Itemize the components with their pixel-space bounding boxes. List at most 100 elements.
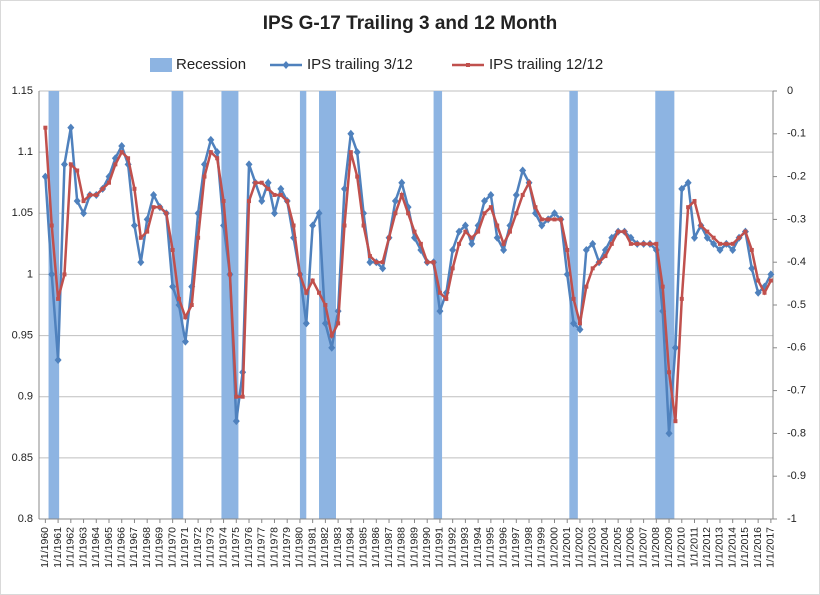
x-tick-label: 1/1/1962 xyxy=(65,527,77,568)
point xyxy=(81,199,86,204)
y2-tick-label: -0.8 xyxy=(787,427,806,439)
point xyxy=(603,254,608,259)
y2-tick-label: -1 xyxy=(787,513,797,525)
point xyxy=(213,148,221,157)
x-tick-label: 1/1/1976 xyxy=(243,527,255,568)
point xyxy=(266,186,271,191)
legend-label: IPS trailing 3/12 xyxy=(307,56,413,73)
point xyxy=(500,245,508,254)
point xyxy=(113,162,118,167)
point xyxy=(558,217,563,222)
point xyxy=(336,321,341,326)
point xyxy=(80,209,88,218)
point xyxy=(379,264,387,273)
point xyxy=(565,247,570,252)
x-tick-label: 1/1/1972 xyxy=(192,527,204,568)
point xyxy=(227,272,232,277)
point xyxy=(126,156,131,161)
point xyxy=(285,199,290,204)
x-tick-label: 1/1/1982 xyxy=(319,527,331,568)
point xyxy=(539,217,544,222)
point xyxy=(754,288,762,297)
point xyxy=(73,197,81,206)
x-tick-label: 1/1/2016 xyxy=(752,527,764,568)
point xyxy=(164,211,169,216)
point xyxy=(348,150,353,155)
point xyxy=(705,229,710,234)
x-tick-label: 1/1/2015 xyxy=(739,527,751,568)
point xyxy=(717,241,722,246)
chart-title: IPS G-17 Trailing 3 and 12 Month xyxy=(263,13,558,34)
point xyxy=(353,148,361,157)
point xyxy=(145,229,150,234)
x-tick-label: 1/1/2005 xyxy=(612,527,624,568)
point xyxy=(767,270,775,279)
point xyxy=(387,235,392,240)
point xyxy=(616,229,621,234)
point xyxy=(366,258,374,267)
point xyxy=(480,197,488,206)
x-tick-label: 1/1/1973 xyxy=(205,527,217,568)
point xyxy=(355,174,360,179)
point xyxy=(321,319,329,328)
x-tick-label: 1/1/1991 xyxy=(434,527,446,568)
point xyxy=(323,303,328,307)
point xyxy=(130,221,138,230)
point xyxy=(302,319,310,328)
point xyxy=(711,235,716,240)
point xyxy=(737,235,742,240)
point xyxy=(94,192,99,197)
point xyxy=(342,223,347,228)
point xyxy=(437,290,442,295)
x-tick-label: 1/1/1999 xyxy=(536,527,548,568)
point xyxy=(654,241,659,246)
point xyxy=(576,325,584,334)
x-tick-label: 1/1/1996 xyxy=(497,527,509,568)
point xyxy=(340,184,348,193)
point xyxy=(597,260,602,265)
point xyxy=(589,239,597,248)
point xyxy=(501,241,506,246)
point xyxy=(253,180,258,185)
point xyxy=(450,266,455,271)
x-tick-label: 1/1/1977 xyxy=(256,527,268,568)
point xyxy=(570,319,578,328)
point xyxy=(119,150,124,155)
point xyxy=(671,343,679,352)
point xyxy=(609,241,614,246)
point xyxy=(641,241,646,246)
y2-tick-label: 0 xyxy=(787,85,793,97)
y-tick-label: 1.1 xyxy=(18,146,33,158)
x-tick-label: 1/1/1965 xyxy=(103,527,115,568)
x-tick-label: 1/1/2003 xyxy=(586,527,598,568)
y2-tick-label: -0.4 xyxy=(787,256,806,268)
point xyxy=(679,296,684,301)
x-tick-label: 1/1/1970 xyxy=(166,527,178,568)
point xyxy=(215,156,220,161)
point xyxy=(716,245,724,254)
point xyxy=(457,241,462,246)
point xyxy=(577,321,582,326)
point xyxy=(678,184,686,193)
y-tick-label: 0.95 xyxy=(12,329,33,341)
legend-label: IPS trailing 12/12 xyxy=(489,56,603,73)
point xyxy=(150,190,158,199)
point xyxy=(43,125,48,130)
x-tick-label: 1/1/2012 xyxy=(701,527,713,568)
point xyxy=(380,260,385,265)
x-tick-label: 1/1/1980 xyxy=(294,527,306,568)
x-tick-label: 1/1/1966 xyxy=(116,527,128,568)
x-tick-label: 1/1/1974 xyxy=(217,527,229,568)
point xyxy=(756,278,761,283)
x-tick-label: 1/1/1986 xyxy=(370,527,382,568)
point xyxy=(665,429,673,438)
point xyxy=(406,211,411,216)
recession-bar xyxy=(221,91,239,519)
legend-swatch xyxy=(150,58,172,72)
point xyxy=(469,235,474,240)
point xyxy=(177,296,182,301)
x-tick-label: 1/1/1963 xyxy=(77,527,89,568)
point xyxy=(519,166,527,175)
point xyxy=(550,209,558,218)
point xyxy=(703,233,711,242)
